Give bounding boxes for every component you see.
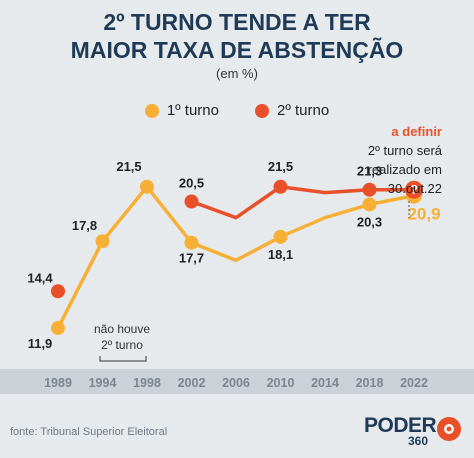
data-label-first-round-2010: 18,1 xyxy=(268,247,293,262)
x-tick-label-1994: 1994 xyxy=(89,376,117,390)
data-label-second-round-2010: 21,5 xyxy=(268,159,293,174)
x-tick-label-1998: 1998 xyxy=(133,376,161,390)
note-line-1: não houve xyxy=(94,322,150,336)
x-tick-label-2022: 2022 xyxy=(400,376,428,390)
legend-item-first-round: 1º turno xyxy=(144,102,219,119)
logo-wordmark: PODER xyxy=(364,414,437,437)
x-tick-label-2006: 2006 xyxy=(222,376,250,390)
title-line-1: 2º TURNO TENDE A TER xyxy=(103,9,371,35)
pending-marker xyxy=(405,180,423,199)
x-tick-label-2014: 2014 xyxy=(311,376,339,390)
legend-swatch-second-round xyxy=(255,103,269,118)
point-first-round-2010 xyxy=(273,229,288,244)
title-line-2: MAIOR TAXA DE ABSTENÇÃO xyxy=(70,37,404,63)
legend-item-second-round: 2º turno xyxy=(255,102,329,119)
data-label-first-round-2002: 17,7 xyxy=(179,251,204,266)
data-label-second-round-2018: 21,3 xyxy=(357,164,382,179)
point-first-round-1994 xyxy=(95,234,110,249)
annotation-line-3: 30.out.22 xyxy=(388,181,442,196)
legend-label-first-round: 1º turno xyxy=(166,102,219,119)
data-label-first-round-1994: 17,8 xyxy=(72,218,97,233)
source-note: fonte: Tribunal Superior Eleitoral xyxy=(10,426,168,438)
chart-subtitle: (em %) xyxy=(216,66,258,81)
legend-label-second-round: 2º turno xyxy=(277,102,330,119)
data-label-first-round-2022: 20,9 xyxy=(407,205,440,224)
note-line-2: 2º turno xyxy=(101,338,143,352)
point-first-round-2018 xyxy=(362,197,377,212)
x-tick-label-2018: 2018 xyxy=(356,376,384,390)
point-second-round-2018 xyxy=(362,182,377,197)
chart-title: 2º TURNO TENDE A TER MAIOR TAXA DE ABSTE… xyxy=(0,8,474,64)
annotation-line-2: realizado em xyxy=(368,162,442,177)
x-axis-tick-labels: 1989 1994 1998 2002 2006 2010 2014 2018 2022 xyxy=(44,376,428,390)
series-layer: 11,9 17,8 21,5 17,7 18,1 20,3 20,9 14,4 20,5 21,5… xyxy=(27,159,440,351)
series-first-round: 11,9 17,8 21,5 17,7 18,1 20,3 20,9 xyxy=(28,159,441,351)
legend: 1º turno 2º turno xyxy=(0,102,474,119)
pending-marker-symbol: ? xyxy=(410,182,418,197)
pending-annotation: a definir 2º turno será realizado em 30.… xyxy=(368,124,443,218)
data-label-second-round-1989: 14,4 xyxy=(27,270,53,285)
annotation-line-1: 2º turno será xyxy=(368,143,443,158)
x-axis-band xyxy=(0,369,474,394)
data-label-second-round-2002: 20,5 xyxy=(179,176,204,191)
point-first-round-2002 xyxy=(184,235,199,250)
series-line-first-round xyxy=(56,185,416,330)
x-tick-label-1989: 1989 xyxy=(44,376,72,390)
point-second-round-2002 xyxy=(184,194,199,209)
series-second-round: 14,4 20,5 21,5 21,3? xyxy=(27,159,423,299)
series-line-second-round xyxy=(189,185,416,220)
no-second-round-note: não houve 2º turno xyxy=(94,322,150,362)
annotation-headline: a definir xyxy=(391,124,442,139)
point-second-round-2010 xyxy=(273,179,288,194)
poder360-logo: PODER 360 xyxy=(364,414,462,448)
x-tick-label-2010: 2010 xyxy=(267,376,295,390)
point-second-round-1989 xyxy=(51,284,65,299)
note-bracket xyxy=(99,356,147,362)
data-label-first-round-1989: 11,9 xyxy=(28,336,53,351)
legend-swatch-first-round xyxy=(144,103,159,118)
data-label-first-round-1998: 21,5 xyxy=(116,159,141,174)
logo-number: 360 xyxy=(408,434,429,448)
point-first-round-1998 xyxy=(140,179,154,194)
data-label-first-round-2018: 20,3 xyxy=(357,214,382,229)
logo-burst-icon xyxy=(437,417,461,441)
x-tick-label-2002: 2002 xyxy=(178,376,206,390)
point-first-round-1989 xyxy=(51,321,65,336)
